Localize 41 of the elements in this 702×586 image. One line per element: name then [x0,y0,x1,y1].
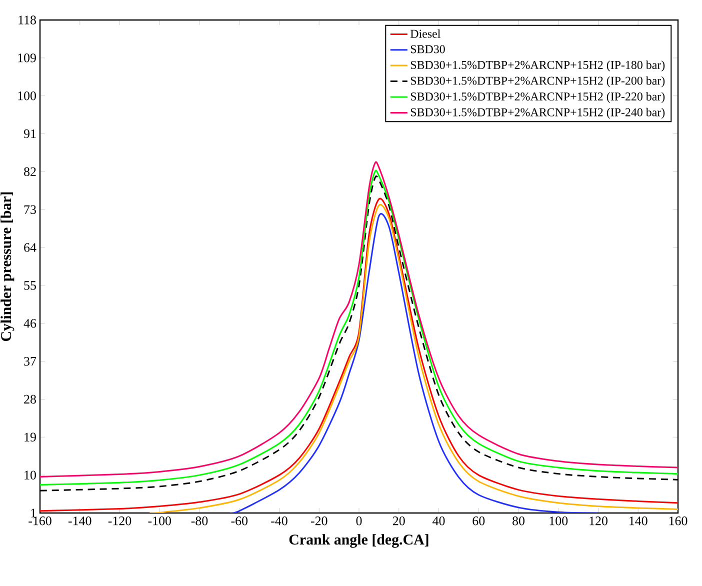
y-tick-label: 10 [24,470,36,480]
x-tick-label: 120 [590,516,608,526]
x-tick-label: 60 [472,516,485,526]
y-tick-label: 1 [31,508,36,518]
y-tick-label: 28 [24,394,36,404]
x-tick-label: -60 [231,516,248,526]
y-tick-label: 37 [24,356,36,366]
y-tick-label: 73 [24,205,36,214]
x-tick-label: -120 [108,516,132,526]
x-tick-label: -160 [28,516,52,526]
y-tick-label: 46 [24,319,36,328]
x-tick-label: 0 [356,516,362,526]
x-tick-label: 80 [512,516,524,526]
y-tick-label: 55 [24,281,36,290]
x-tick-label: -100 [148,516,172,526]
y-tick-label: 82 [24,167,36,176]
legend-label: Diesel [410,29,440,38]
x-tick-label: 40 [432,516,445,526]
x-axis-title: Crank angle [deg.CA] [289,534,428,548]
y-tick-label: 118 [18,16,36,24]
y-tick-label: 91 [24,129,36,138]
legend-label: SBD30+1.5%DTBP+2%ARCNP+15H2 (IP-240 bar) [410,108,665,119]
y-tick-label: 64 [24,243,36,252]
x-tick-label: 140 [630,516,648,526]
line-series [228,214,599,513]
x-tick-label: 160 [669,516,688,526]
legend-label: SBD30+1.5%DTBP+2%ARCNP+15H2 (IP-200 bar) [410,76,665,88]
y-tick-label: 19 [24,432,36,442]
y-axis-title: Cylinder pressure [bar] [0,192,14,342]
x-tick-label: -80 [191,516,208,526]
line-series [148,204,678,513]
x-tick-label: 100 [550,516,568,526]
legend-label: SBD30+1.5%DTBP+2%ARCNP+15H2 (IP-180 bar) [410,60,665,72]
legend-label: SBD30 [410,45,445,54]
x-tick-label: -40 [271,516,288,526]
x-tick-label: -20 [310,516,328,526]
legend-label: SBD30+1.5%DTBP+2%ARCNP+15H2 (IP-220 bar) [410,92,665,103]
x-tick-label: 20 [392,516,405,526]
y-tick-label: 109 [18,54,36,62]
y-tick-label: 100 [18,91,36,100]
x-tick-label: -140 [68,516,92,526]
